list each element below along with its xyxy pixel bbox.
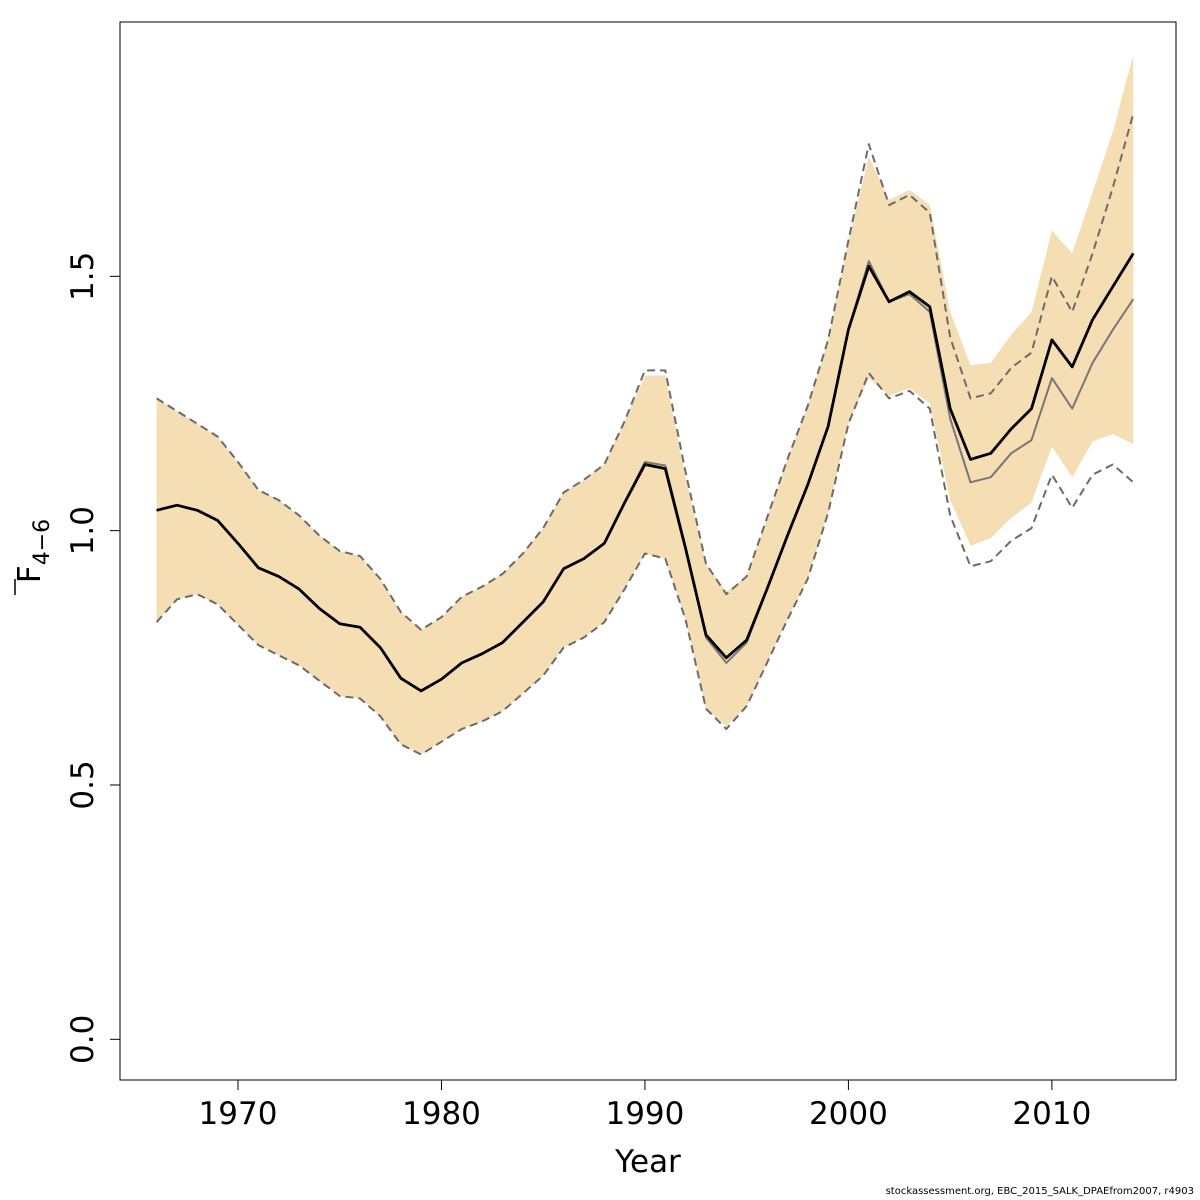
confidence-band-layer <box>156 55 1134 755</box>
x-tick-label: 2000 <box>809 1096 888 1132</box>
series-line-upper-bound-dashed <box>156 113 1135 631</box>
confidence-band <box>156 55 1134 755</box>
y-axis-title-main: F <box>12 565 48 583</box>
plot-frame <box>119 21 1177 1081</box>
x-tick-label: 2010 <box>1012 1096 1091 1132</box>
y-tick-label: 1.0 <box>65 506 101 555</box>
y-tick-label: 0.0 <box>65 1015 101 1064</box>
x-tick-label: 1970 <box>199 1096 278 1132</box>
y-axis-title: F4−6 <box>12 519 55 583</box>
y-axis-title-subscript: 4−6 <box>30 519 55 565</box>
y-tick-label: 0.5 <box>65 760 101 809</box>
x-axis: 1970 1980 1990 2000 2010 <box>199 1080 1091 1132</box>
x-tick-label: 1980 <box>402 1096 481 1132</box>
series-lines-layer <box>155 113 1135 756</box>
y-axis: 0.0 0.5 1.0 1.5 <box>65 252 120 1064</box>
series-line-estimate <box>156 252 1135 693</box>
x-axis-title: Year <box>614 1144 681 1180</box>
series-line-lower-bound-dashed <box>155 372 1134 756</box>
x-tick-label: 1990 <box>605 1096 684 1132</box>
y-tick-label: 1.5 <box>65 252 101 301</box>
footnote: stockassessment.org, EBC_2015_SALK_DPAEf… <box>885 1186 1194 1197</box>
